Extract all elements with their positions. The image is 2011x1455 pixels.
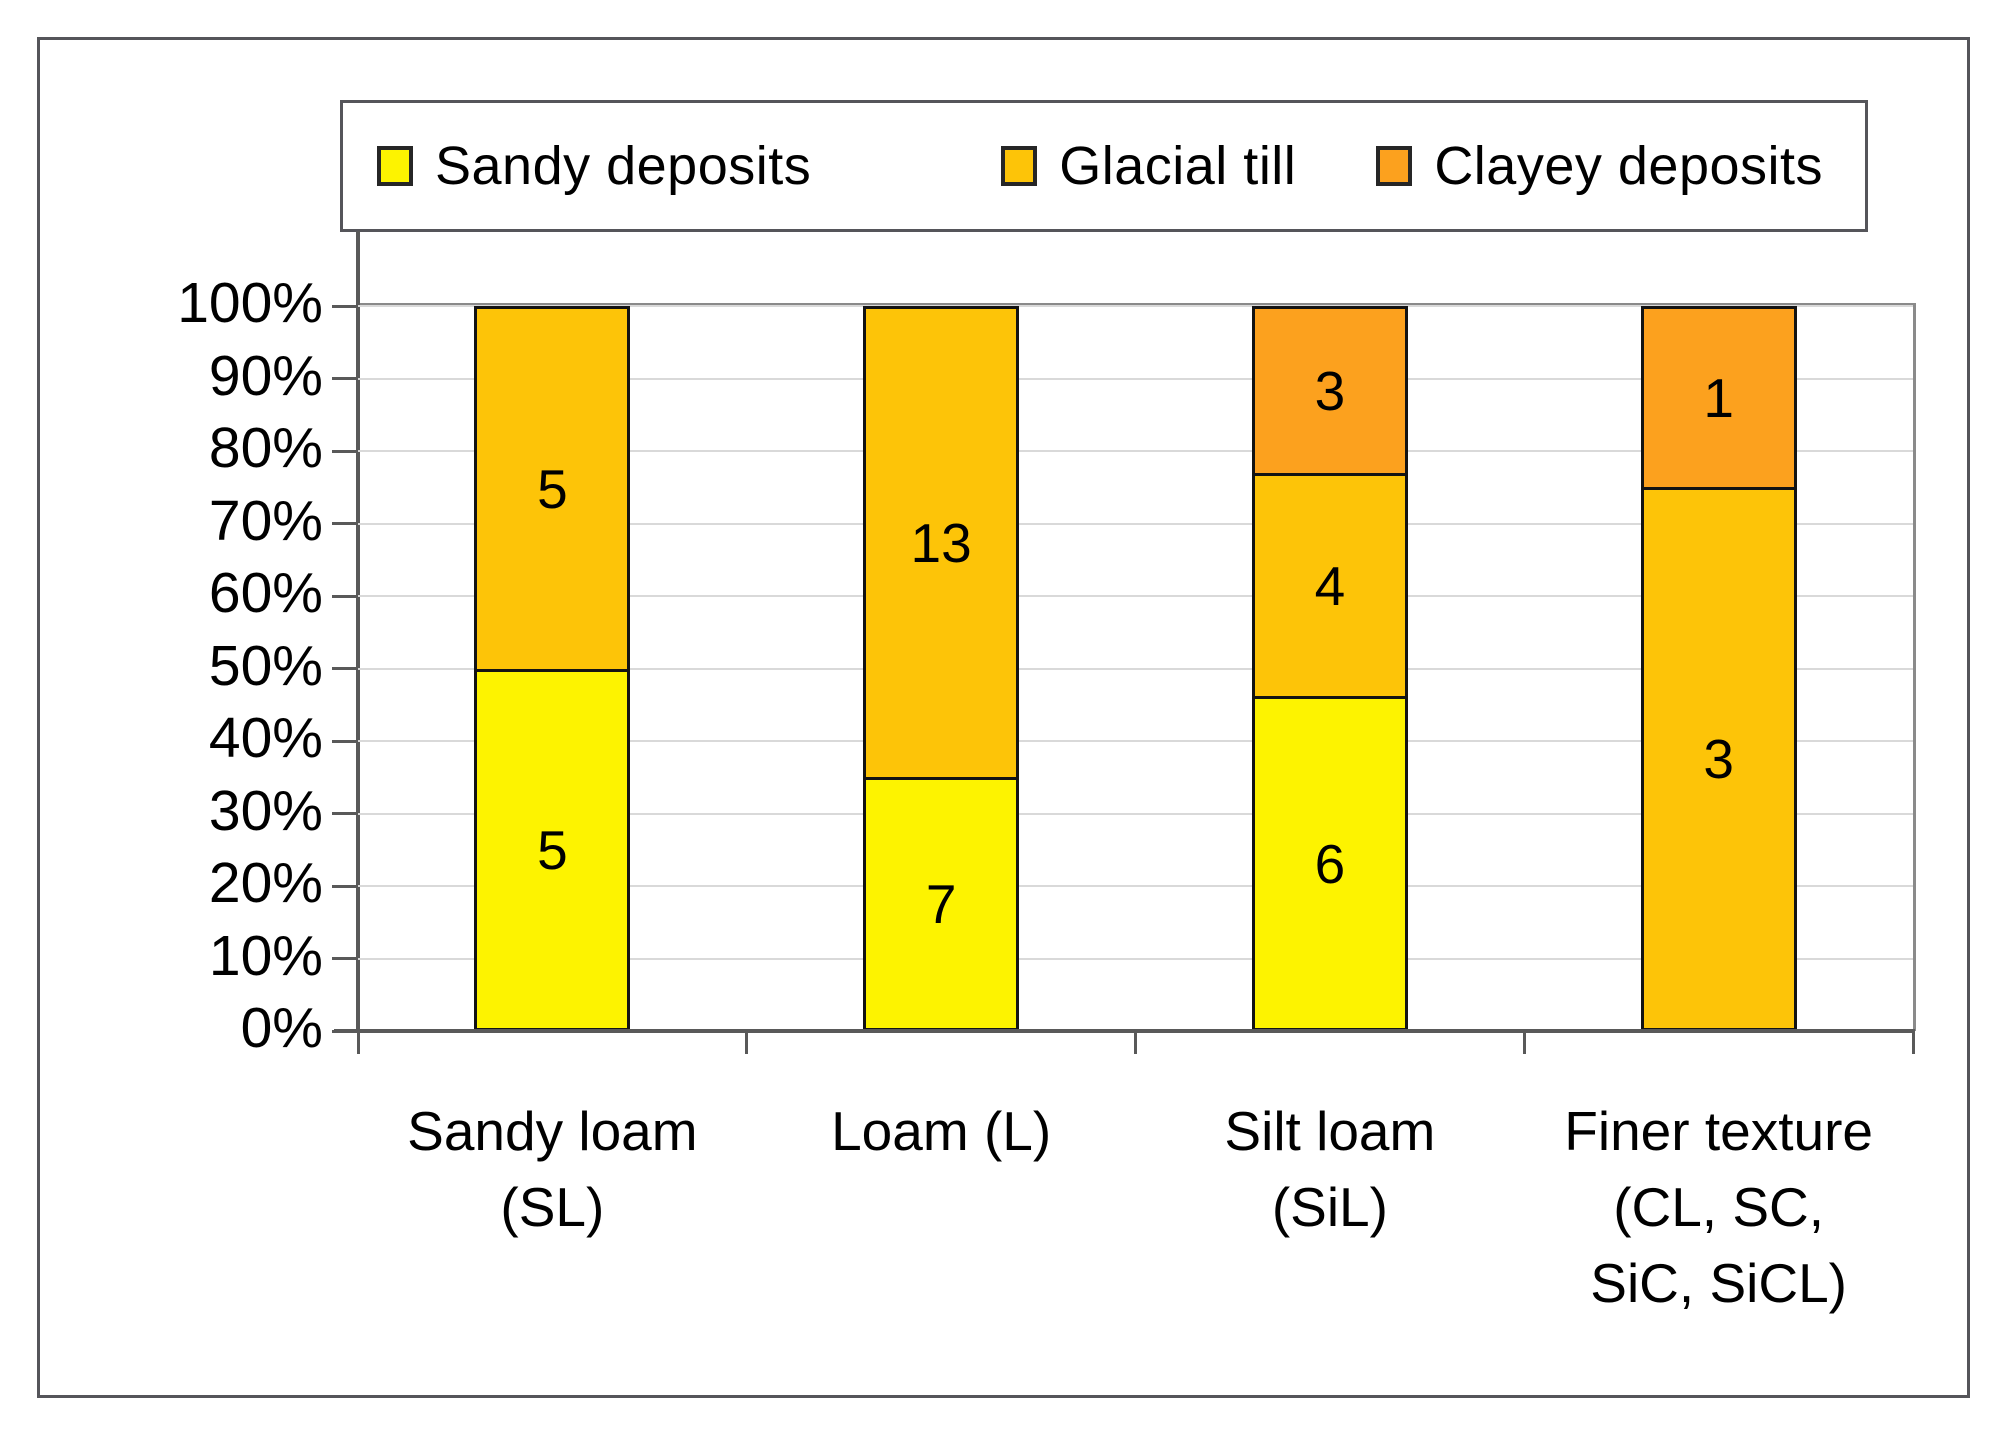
legend-item-glacial-till: Glacial till xyxy=(1001,135,1296,197)
y-axis-label: 90% xyxy=(208,343,323,408)
gridline-40 xyxy=(358,740,1913,742)
y-axis-label: 60% xyxy=(208,561,323,625)
segment-value-label: 3 xyxy=(1314,360,1346,423)
y-axis-label: 70% xyxy=(208,488,323,553)
y-axis-label: 50% xyxy=(208,633,323,698)
y-axis-label: 40% xyxy=(208,706,323,770)
segment-glacial-till-loam: 13 xyxy=(863,306,1020,781)
x-axis-label-line: SiC, SiCL) xyxy=(1590,1252,1847,1314)
gridline-10 xyxy=(358,957,1913,960)
y-tick xyxy=(332,884,356,888)
y-tick xyxy=(332,449,356,453)
segment-value-label: 4 xyxy=(1314,555,1346,618)
chart-border-frame: Sandy deposits Glacial till Clayey deposit… xyxy=(37,37,1970,1398)
legend: Sandy deposits Glacial till Clayey deposit… xyxy=(340,100,1868,232)
x-tick xyxy=(745,1031,749,1054)
x-axis-line xyxy=(334,1029,1915,1033)
segment-value-label: 3 xyxy=(1703,728,1734,791)
y-axis-label: 0% xyxy=(240,996,323,1060)
segment-clayey-deposits-finer-texture: 1 xyxy=(1640,306,1797,491)
x-axis-label-silt-loam: Silt loam (SiL) xyxy=(1130,1093,1530,1245)
gridline-60 xyxy=(358,595,1913,597)
y-tick xyxy=(332,739,356,743)
legend-item-clayey-deposits: Clayey deposits xyxy=(1376,135,1823,197)
x-axis-label-line: Silt loam xyxy=(1224,1100,1436,1162)
y-tick xyxy=(332,594,356,598)
x-axis-label-line: Finer texture xyxy=(1564,1100,1873,1162)
segment-value-label: 5 xyxy=(537,457,568,520)
y-tick xyxy=(332,377,356,380)
segment-sandy-deposits-loam: 7 xyxy=(863,777,1020,1031)
gridline-80 xyxy=(358,450,1913,452)
legend-label: Sandy deposits xyxy=(435,136,812,196)
segment-value-label: 6 xyxy=(1314,832,1346,895)
legend-item-sandy-deposits: Sandy deposits xyxy=(377,135,811,197)
segment-value-label: 13 xyxy=(910,512,972,575)
segment-glacial-till-finer-texture: 3 xyxy=(1640,487,1797,1031)
x-tick xyxy=(1134,1031,1137,1054)
gridline-20 xyxy=(358,885,1913,887)
x-axis-label-line: (SiL) xyxy=(1271,1176,1388,1238)
y-axis-label: 30% xyxy=(208,778,323,843)
legend-swatch-icon xyxy=(1376,146,1413,186)
y-tick xyxy=(332,304,356,308)
x-axis-label-line: (SL) xyxy=(500,1176,605,1238)
y-tick xyxy=(332,522,356,525)
y-tick xyxy=(332,812,356,815)
x-tick xyxy=(356,1031,360,1054)
y-axis-label: 20% xyxy=(208,851,323,915)
x-axis-label-sandy-loam: Sandy loam (SL) xyxy=(352,1093,752,1245)
y-axis-label: 100% xyxy=(177,271,323,335)
y-tick xyxy=(332,1029,356,1033)
legend-swatch-icon xyxy=(377,146,413,186)
segment-sandy-deposits-sandy-loam: 5 xyxy=(474,668,631,1031)
gridline-30 xyxy=(358,812,1913,815)
x-axis-label-finer-texture: Finer texture (CL, SC, SiC, SiCL) xyxy=(1519,1093,1919,1321)
y-tick xyxy=(332,957,356,960)
segment-glacial-till-silt-loam: 4 xyxy=(1251,473,1408,700)
y-axis-label: 80% xyxy=(208,416,323,480)
gridline-100 xyxy=(358,305,1913,307)
x-axis-label-loam: Loam (L) xyxy=(741,1093,1141,1169)
x-axis-label-line: (CL, SC, xyxy=(1613,1176,1825,1238)
segment-sandy-deposits-silt-loam: 6 xyxy=(1251,696,1408,1031)
legend-label: Glacial till xyxy=(1059,136,1297,196)
x-tick xyxy=(1522,1031,1526,1054)
legend-label: Clayey deposits xyxy=(1434,136,1824,196)
segment-value-label: 7 xyxy=(925,873,957,936)
gridline-90 xyxy=(358,377,1913,380)
x-axis-label-line: Loam (L) xyxy=(831,1100,1052,1162)
y-axis-label: 10% xyxy=(208,923,323,988)
x-tick xyxy=(1911,1031,1915,1054)
segment-glacial-till-sandy-loam: 5 xyxy=(474,306,631,672)
gridline-50 xyxy=(358,667,1913,670)
segment-value-label: 1 xyxy=(1703,367,1734,430)
legend-swatch-icon xyxy=(1001,146,1038,186)
y-axis-line xyxy=(356,231,360,1033)
x-axis-label-line: Sandy loam xyxy=(407,1100,698,1162)
plot-area: 5 5 7 13 6 4 3 3 1 xyxy=(332,231,1916,1054)
gridline-70 xyxy=(358,522,1913,525)
segment-value-label: 5 xyxy=(537,818,568,881)
segment-clayey-deposits-silt-loam: 3 xyxy=(1251,306,1408,477)
y-tick xyxy=(332,667,356,670)
